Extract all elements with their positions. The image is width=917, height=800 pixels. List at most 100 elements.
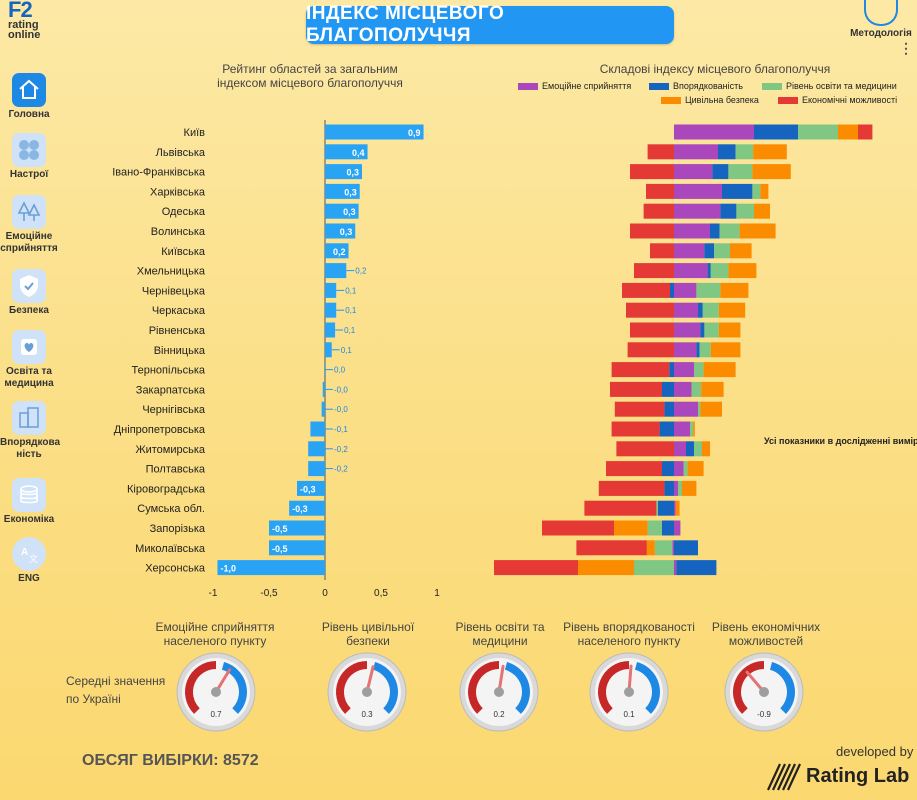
- bar: [325, 203, 359, 219]
- stacked-segment: [578, 560, 634, 576]
- category-label: Сумська обл.: [137, 503, 205, 515]
- stacked-segment: [634, 560, 674, 576]
- stacked-segment: [654, 540, 673, 556]
- gauges-label: Середні значення по Україні: [66, 672, 165, 708]
- rating-online-logo[interactable]: F2 rating online: [8, 0, 52, 41]
- bar-label: 0,3: [346, 168, 359, 178]
- stacked-segment: [650, 243, 674, 259]
- stacked-segment: [710, 263, 729, 279]
- legend-item: Впорядкованість: [649, 81, 743, 91]
- sidebar-item-home[interactable]: Головна: [0, 73, 58, 121]
- bar-label: 0,9: [408, 128, 421, 138]
- logo-text-line2: online: [8, 29, 41, 41]
- logo-mark: F2: [8, 0, 33, 22]
- stacked-segment: [698, 302, 703, 318]
- stacked-segment: [736, 203, 754, 219]
- sidebar-item-order[interactable]: Впорядкова ність: [0, 401, 60, 461]
- category-label: Вінницька: [154, 345, 206, 357]
- legend-item: Економічні можливості: [778, 95, 897, 105]
- gauge-negative-arc: [468, 661, 500, 714]
- stacked-segment: [674, 144, 718, 160]
- stacked-segment: [674, 441, 686, 457]
- gauge-title: Рівень освіти та медицини: [455, 620, 545, 648]
- stacked-segment: [662, 381, 674, 397]
- bar: [325, 183, 360, 199]
- stacked-segment: [674, 243, 705, 259]
- stacked-segment: [838, 124, 858, 140]
- x-tick-label: -1: [209, 588, 218, 599]
- stacked-segment: [662, 461, 674, 477]
- legend-label: Рівень освіти та медицини: [786, 81, 897, 91]
- sidebar-item-mood[interactable]: Настрої: [0, 133, 58, 181]
- rating-lab-logo[interactable]: Rating Lab: [766, 760, 909, 792]
- bar: [325, 144, 368, 160]
- stacked-segment: [674, 164, 713, 180]
- stacked-segment: [674, 381, 692, 397]
- stacked-segment: [674, 362, 694, 378]
- bar-label: -0,5: [272, 524, 288, 534]
- stacked-segment: [614, 401, 665, 417]
- sidebar-item-emotional[interactable]: Емоційне сприйняття: [0, 195, 58, 255]
- stacked-segment: [720, 282, 749, 298]
- stacked-segment: [720, 203, 737, 219]
- home-icon: [12, 73, 46, 107]
- page-title[interactable]: ІНДЕКС МІСЦЕВОГО БЛАГОПОЛУЧЧЯ: [306, 3, 674, 46]
- more-options-icon[interactable]: ⋮: [899, 40, 913, 56]
- stacked-segment: [691, 381, 702, 397]
- stacked-segment: [622, 282, 670, 298]
- stacked-segment: [754, 124, 798, 140]
- bar: [297, 480, 325, 496]
- stacked-segment: [719, 223, 740, 239]
- stacked-segment: [704, 243, 714, 259]
- bar: [321, 401, 325, 417]
- category-label: Черкаська: [152, 305, 206, 317]
- bar: [325, 342, 332, 358]
- methodology-button[interactable]: Методологія: [845, 0, 917, 39]
- buildings-icon: [12, 401, 46, 435]
- stacked-segment: [606, 461, 662, 477]
- x-tick-label: 0: [322, 588, 328, 599]
- bar: [325, 302, 337, 318]
- category-label: Запорізька: [150, 523, 206, 535]
- stacked-segment: [614, 520, 648, 536]
- stacked-segment: [718, 322, 741, 338]
- stacked-segment: [674, 520, 681, 536]
- stacked-segment: [858, 124, 873, 140]
- stacked-segment: [674, 124, 754, 140]
- stacked-segment: [703, 362, 736, 378]
- stacked-segment: [630, 164, 674, 180]
- stacked-segment: [674, 322, 701, 338]
- bar-label: 0,1: [344, 326, 356, 335]
- bar-label: 0,0: [334, 366, 346, 375]
- stacked-segment: [669, 362, 674, 378]
- stacked-segment: [690, 421, 694, 437]
- stacked-segment: [643, 203, 674, 219]
- legend-item: Емоційне сприйняття: [518, 81, 631, 91]
- stacked-segment: [674, 183, 722, 199]
- sidebar-item-security[interactable]: Безпека: [0, 269, 58, 317]
- sidebar-item-education[interactable]: Освіта та медицина: [0, 330, 58, 390]
- right-chart-title: Складові індексу місцевого благополуччя: [599, 62, 831, 76]
- category-label: Чернівецька: [142, 285, 206, 297]
- bar: [325, 322, 336, 338]
- legend-label: Емоційне сприйняття: [542, 81, 632, 91]
- stacked-segment: [674, 560, 677, 576]
- stacked-segment: [646, 183, 674, 199]
- category-label: Закарпатська: [136, 384, 206, 396]
- stacked-segment: [704, 322, 719, 338]
- methodology-icon: [864, 0, 898, 26]
- stacked-segment: [611, 362, 670, 378]
- gauge-positive-arc: [504, 662, 530, 714]
- sidebar-item-economy[interactable]: Економіка: [0, 478, 58, 526]
- bar-label: 0,1: [345, 306, 357, 315]
- gauge-value: 0.1: [623, 710, 635, 719]
- bar-label: -0,0: [334, 385, 348, 394]
- category-label: Миколаївська: [135, 543, 206, 555]
- category-label: Львівська: [156, 147, 206, 159]
- stacked-segment: [674, 302, 698, 318]
- shield-icon: [12, 269, 46, 303]
- stacked-segment: [646, 540, 655, 556]
- stacked-segment: [658, 500, 674, 516]
- stacked-segment: [647, 520, 662, 536]
